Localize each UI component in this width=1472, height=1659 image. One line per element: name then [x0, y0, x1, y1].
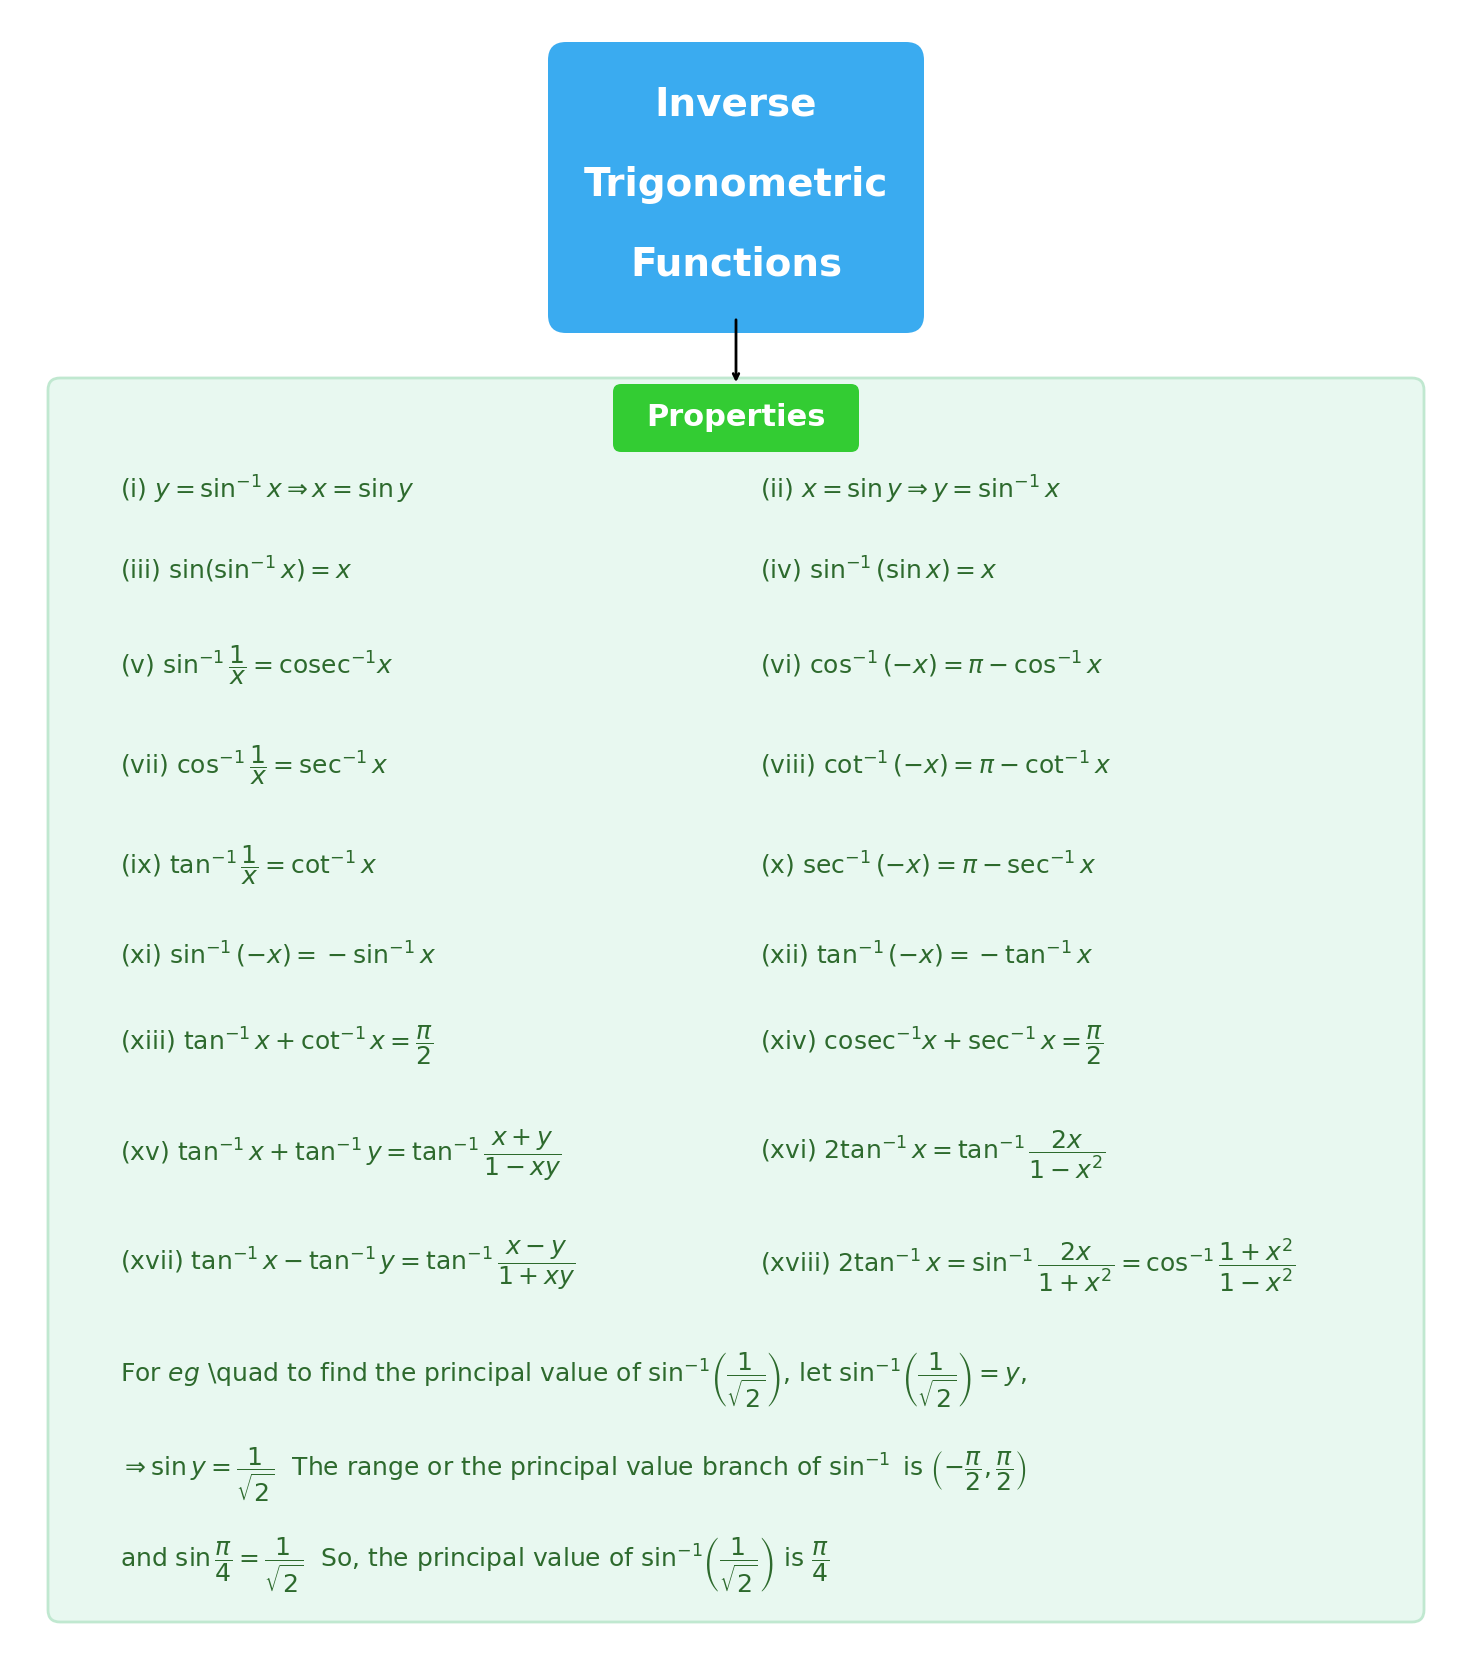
Text: (iv) $\sin^{-1}(\sin x) = x$: (iv) $\sin^{-1}(\sin x) = x$	[760, 554, 998, 586]
Text: (xvii) $\tan^{-1}x - \tan^{-1}y = \tan^{-1}\dfrac{x-y}{1+xy}$: (xvii) $\tan^{-1}x - \tan^{-1}y = \tan^{…	[121, 1238, 576, 1292]
Text: (v) $\sin^{-1}\dfrac{1}{x} =\mathrm{cosec}^{-1}x$: (v) $\sin^{-1}\dfrac{1}{x} =\mathrm{cose…	[121, 644, 393, 687]
Text: Properties: Properties	[646, 403, 826, 433]
Text: (ii) $x = \sin y \Rightarrow y = \sin^{-1}x$: (ii) $x = \sin y \Rightarrow y = \sin^{-…	[760, 474, 1061, 506]
Text: (i) $y = \sin^{-1}x \Rightarrow x = \sin y$: (i) $y = \sin^{-1}x \Rightarrow x = \sin…	[121, 474, 415, 506]
Text: (xiv) $\mathrm{cosec}^{-1}x + \sec^{-1}x =\dfrac{\pi}{2}$: (xiv) $\mathrm{cosec}^{-1}x + \sec^{-1}x…	[760, 1024, 1104, 1067]
FancyBboxPatch shape	[548, 41, 924, 333]
FancyBboxPatch shape	[49, 378, 1423, 1623]
Text: Trigonometric: Trigonometric	[584, 166, 888, 204]
Text: (xi) $\sin^{-1}(-x) = -\sin^{-1}x$: (xi) $\sin^{-1}(-x) = -\sin^{-1}x$	[121, 941, 436, 971]
Text: Inverse: Inverse	[655, 86, 817, 124]
Text: (xiii) $\tan^{-1}x + \cot^{-1}x =\dfrac{\pi}{2}$: (xiii) $\tan^{-1}x + \cot^{-1}x =\dfrac{…	[121, 1024, 433, 1067]
Text: (iii) $\sin(\sin^{-1}x) = x$: (iii) $\sin(\sin^{-1}x) = x$	[121, 554, 353, 586]
Text: (viii) $\cot^{-1}(-x) = \pi - \cot^{-1}x$: (viii) $\cot^{-1}(-x) = \pi - \cot^{-1}x…	[760, 750, 1111, 780]
Text: For $eg$ \quad to find the principal value of $\sin^{-1}\!\left(\dfrac{1}{\sqrt{: For $eg$ \quad to find the principal val…	[121, 1350, 1027, 1410]
Text: (vii) $\cos^{-1}\dfrac{1}{x} =\sec^{-1}x$: (vii) $\cos^{-1}\dfrac{1}{x} =\sec^{-1}x…	[121, 743, 389, 786]
Text: (vi) $\cos^{-1}(-x) = \pi - \cos^{-1}x$: (vi) $\cos^{-1}(-x) = \pi - \cos^{-1}x$	[760, 650, 1104, 680]
FancyBboxPatch shape	[612, 383, 860, 451]
Text: (ix) $\tan^{-1}\dfrac{1}{x} =\cot^{-1}x$: (ix) $\tan^{-1}\dfrac{1}{x} =\cot^{-1}x$	[121, 843, 377, 888]
Text: (xvi) $2\tan^{-1}x = \tan^{-1}\dfrac{2x}{1-x^2}$: (xvi) $2\tan^{-1}x = \tan^{-1}\dfrac{2x}…	[760, 1128, 1105, 1181]
Text: $\Rightarrow \sin y = \dfrac{1}{\sqrt{2}}$  The range or the principal value bra: $\Rightarrow \sin y = \dfrac{1}{\sqrt{2}…	[121, 1445, 1027, 1505]
Text: (xviii) $2\tan^{-1}x=\sin^{-1}\dfrac{2x}{1+x^2}=\cos^{-1}\dfrac{1+x^2}{1-x^2}$: (xviii) $2\tan^{-1}x=\sin^{-1}\dfrac{2x}…	[760, 1236, 1295, 1294]
Text: Functions: Functions	[630, 246, 842, 284]
Text: and $\sin\dfrac{\pi}{4} = \dfrac{1}{\sqrt{2}}$  So, the principal value of $\sin: and $\sin\dfrac{\pi}{4} = \dfrac{1}{\sqr…	[121, 1536, 829, 1594]
Text: (x) $\sec^{-1}(-x) = \pi - \sec^{-1}x$: (x) $\sec^{-1}(-x) = \pi - \sec^{-1}x$	[760, 849, 1097, 881]
Text: (xii) $\tan^{-1}(-x) = - \tan^{-1}x$: (xii) $\tan^{-1}(-x) = - \tan^{-1}x$	[760, 941, 1094, 971]
Text: (xv) $\tan^{-1}x + \tan^{-1}y = \tan^{-1}\dfrac{x+y}{1-xy}$: (xv) $\tan^{-1}x + \tan^{-1}y = \tan^{-1…	[121, 1126, 562, 1183]
